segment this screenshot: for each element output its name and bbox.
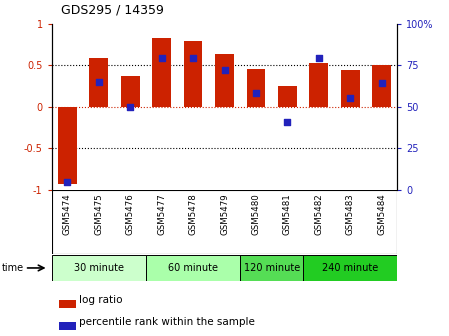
- Bar: [146, 255, 240, 281]
- Text: log ratio: log ratio: [79, 295, 122, 305]
- Text: 240 minute: 240 minute: [322, 263, 379, 273]
- Point: [158, 56, 165, 61]
- Text: GSM5477: GSM5477: [157, 193, 166, 235]
- Point: [347, 96, 354, 101]
- Point: [189, 56, 197, 61]
- Text: GSM5475: GSM5475: [94, 193, 103, 235]
- Bar: [58, 107, 77, 184]
- Text: GDS295 / 14359: GDS295 / 14359: [61, 4, 163, 17]
- Bar: [121, 76, 140, 107]
- Text: GSM5482: GSM5482: [314, 193, 323, 235]
- Bar: [372, 65, 391, 107]
- Text: percentile rank within the sample: percentile rank within the sample: [79, 317, 255, 327]
- Text: GSM5480: GSM5480: [251, 193, 260, 235]
- Text: time: time: [2, 263, 24, 273]
- Text: GSM5476: GSM5476: [126, 193, 135, 235]
- Bar: [215, 54, 234, 107]
- Text: GSM5484: GSM5484: [377, 193, 386, 235]
- Bar: [303, 255, 397, 281]
- Point: [64, 179, 71, 184]
- Bar: [58, 300, 76, 308]
- Bar: [152, 39, 171, 107]
- Point: [252, 91, 260, 96]
- Text: 60 minute: 60 minute: [168, 263, 218, 273]
- Point: [127, 104, 134, 110]
- Point: [284, 119, 291, 124]
- Point: [315, 56, 322, 61]
- Point: [378, 81, 385, 86]
- Text: GSM5478: GSM5478: [189, 193, 198, 235]
- Text: GSM5481: GSM5481: [283, 193, 292, 235]
- Text: 120 minute: 120 minute: [243, 263, 300, 273]
- Bar: [52, 255, 146, 281]
- Bar: [89, 58, 108, 107]
- Text: GSM5479: GSM5479: [220, 193, 229, 235]
- Bar: [184, 41, 202, 107]
- Bar: [247, 69, 265, 107]
- Bar: [309, 64, 328, 107]
- Bar: [58, 322, 76, 330]
- Bar: [341, 70, 360, 107]
- Text: 30 minute: 30 minute: [74, 263, 124, 273]
- Text: GSM5483: GSM5483: [346, 193, 355, 235]
- Point: [221, 68, 228, 73]
- Bar: [278, 86, 297, 107]
- Point: [95, 79, 102, 84]
- Bar: [240, 255, 303, 281]
- Text: GSM5474: GSM5474: [63, 193, 72, 235]
